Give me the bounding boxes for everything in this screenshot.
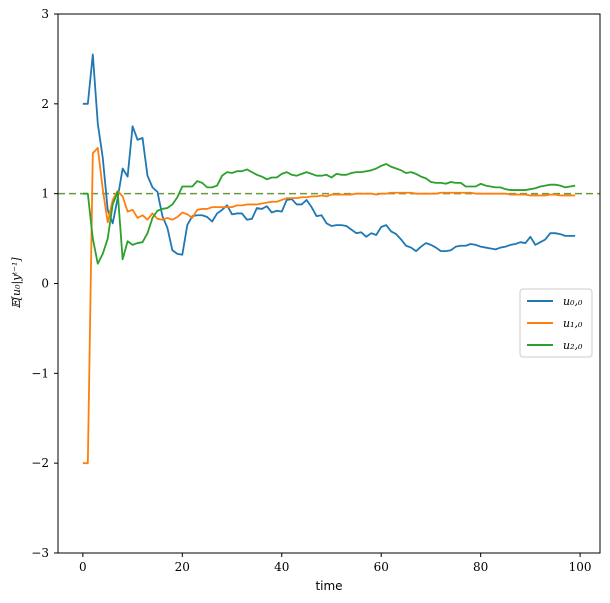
x-tick-label: 40 — [274, 560, 289, 574]
series-layer — [82, 53, 576, 465]
x-axis-label: time — [315, 579, 342, 593]
plot-background — [58, 14, 600, 553]
y-tick-label: −2 — [31, 456, 49, 470]
y-axis: −3 −2 −1 0 1 2 3 — [31, 7, 58, 560]
x-tick-label: 80 — [473, 560, 488, 574]
x-tick-label: 60 — [374, 560, 389, 574]
y-tick-label: 3 — [41, 7, 49, 21]
y-tick-label: 2 — [41, 97, 49, 111]
series-line-2 — [82, 163, 576, 265]
legend-label-1: u₁,₀ — [563, 317, 583, 330]
legend-label-2: u₂,₀ — [563, 339, 583, 352]
legend: u₀,₀ u₁,₀ u₂,₀ — [519, 288, 593, 358]
series-line-1 — [82, 146, 576, 465]
legend-label-0: u₀,₀ — [563, 295, 583, 308]
y-tick-label: −1 — [31, 366, 49, 380]
y-tick-label: 1 — [41, 187, 49, 201]
y-axis-label: 𝔼[u₀|yᵗ⁻¹] — [10, 257, 24, 309]
x-tick-label: 0 — [79, 560, 87, 574]
x-tick-label: 20 — [175, 560, 190, 574]
x-axis: 0 20 40 60 80 100 — [79, 553, 592, 574]
series-line-0 — [82, 53, 576, 256]
x-tick-label: 100 — [569, 560, 592, 574]
y-tick-label: −3 — [31, 546, 49, 560]
legend-box — [519, 288, 593, 358]
y-tick-label: 0 — [41, 277, 49, 291]
